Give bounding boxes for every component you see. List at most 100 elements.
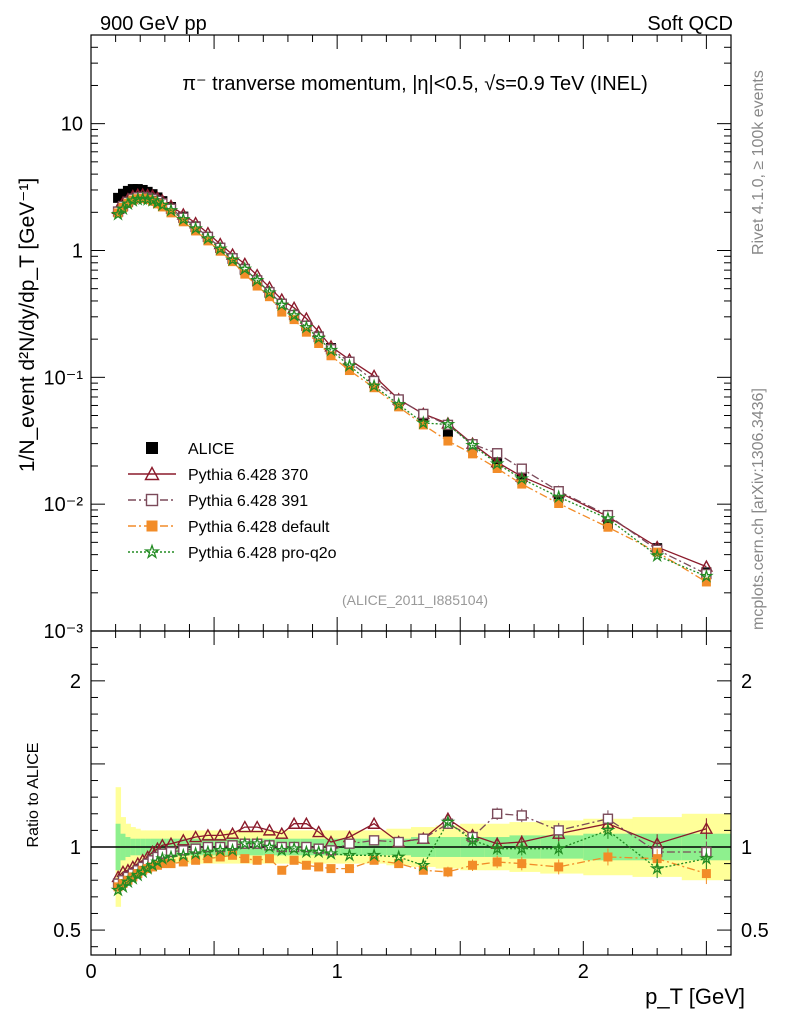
data-point	[440, 416, 456, 431]
ratio-point	[145, 857, 160, 872]
ratio-point	[191, 855, 201, 865]
ratio-point	[237, 835, 253, 850]
ratio-point	[649, 860, 665, 875]
ratio-point	[275, 826, 289, 839]
data-point	[212, 241, 228, 256]
ratio-point	[468, 860, 478, 870]
data-point	[299, 319, 314, 334]
legend-entry: Pythia 6.428 370	[128, 466, 308, 484]
legend-label: Pythia 6.428 391	[188, 493, 308, 510]
ratio-panel: 0 1 2 0.5 0.5 1 1 2 2	[53, 630, 769, 983]
data-point	[249, 272, 265, 287]
legend-label: Pythia 6.428 370	[188, 467, 308, 484]
data-point	[391, 396, 406, 411]
ratio-point	[699, 821, 714, 834]
ratio-point	[393, 836, 404, 848]
ratio-point	[517, 859, 527, 869]
ratio-point	[301, 860, 311, 870]
ratio-point	[551, 841, 566, 855]
ratio-tick-label: 0.5	[53, 920, 81, 942]
data-point	[314, 338, 324, 348]
data-point	[699, 568, 714, 583]
ratio-point	[240, 854, 250, 864]
ratio-point	[325, 845, 337, 856]
ratio-point	[289, 855, 299, 865]
legend-marker	[145, 493, 159, 507]
legend-entry: Pythia 6.428 pro-q2o	[128, 543, 337, 562]
ratio-point	[314, 862, 324, 872]
legend-marker	[144, 466, 160, 481]
data-point	[128, 195, 138, 205]
series-line	[117, 193, 707, 568]
ratio-point	[366, 847, 382, 862]
ratio-point	[516, 810, 527, 821]
legend-marker	[146, 442, 158, 454]
ratio-tick-label: 2	[70, 671, 81, 693]
data-point	[649, 548, 665, 563]
analysis-tag: (ALICE_2011_I885104)	[342, 592, 488, 608]
y-tick-label: 1	[72, 240, 83, 262]
data-point	[237, 261, 253, 276]
data-point	[326, 351, 336, 361]
x-tick-label: 1	[332, 961, 343, 983]
ratio-point	[135, 864, 151, 879]
ratio-point	[155, 850, 170, 865]
header-right: Soft QCD	[647, 13, 733, 35]
ratio-point	[286, 841, 302, 855]
ratio-point	[225, 842, 240, 857]
data-point	[492, 458, 503, 469]
ratio-point	[554, 862, 564, 872]
ratio-tick-label-right: 2	[741, 671, 752, 693]
ratio-point	[157, 859, 167, 869]
ratio-point	[188, 830, 203, 843]
data-point	[701, 577, 711, 587]
ratio-point	[344, 864, 354, 874]
ratio-point	[188, 845, 203, 860]
data-point	[110, 206, 126, 221]
data-point	[163, 202, 179, 217]
ratio-point	[201, 828, 215, 841]
ratio-point	[125, 870, 141, 885]
ratio-point	[238, 820, 252, 833]
y-tick-label: 10	[61, 114, 83, 136]
ratio-point	[178, 857, 188, 867]
data-point	[344, 366, 354, 376]
data-point	[600, 510, 616, 525]
data-point	[262, 285, 277, 299]
data-point	[465, 437, 480, 452]
data-point	[274, 297, 290, 312]
data-point	[252, 281, 262, 291]
ratio-point	[367, 816, 381, 829]
ratio-tick-label-right: 0.5	[741, 920, 769, 942]
series-line	[117, 198, 707, 577]
ratio-point	[213, 828, 227, 841]
ratio-point	[274, 842, 290, 857]
data-point	[516, 473, 527, 484]
legend-marker	[143, 543, 161, 559]
main-panel: 10⁻³ 10⁻² 10⁻¹ 1 10 π⁻ tranverse momentum, |…	[44, 34, 732, 643]
chart-title: π⁻ tranverse momentum, |η|<0.5, √s=0.9 T…	[182, 73, 648, 95]
ratio-point	[130, 867, 146, 882]
ratio-tick-label: 1	[70, 837, 81, 859]
ratio-point	[287, 816, 301, 829]
ratio-point	[465, 832, 480, 847]
legend-entry: Pythia 6.428 default	[128, 519, 330, 536]
legend-marker	[146, 520, 158, 532]
y-tick-label: 10⁻¹	[44, 367, 84, 389]
ratio-point	[163, 849, 179, 864]
ratio-point	[553, 825, 564, 836]
series-1	[111, 187, 714, 572]
ratio-point	[514, 841, 530, 855]
ratio-point	[176, 833, 190, 846]
ratio-point	[110, 882, 126, 897]
ratio-series	[110, 807, 714, 897]
data-point	[311, 330, 326, 345]
data-point	[554, 499, 564, 509]
ratio-point	[128, 872, 138, 882]
data-point	[443, 436, 453, 446]
data-point	[323, 342, 339, 357]
ratio-point	[418, 833, 429, 844]
main-ticks: 10⁻³ 10⁻² 10⁻¹ 1 10	[44, 34, 732, 643]
ratio-point	[225, 826, 240, 839]
data-point	[113, 208, 123, 218]
